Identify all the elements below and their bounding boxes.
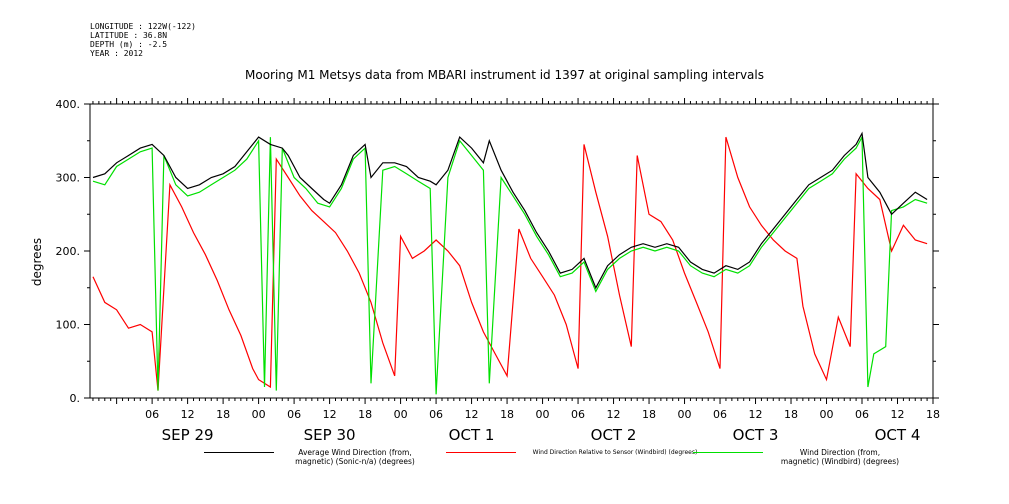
x-hour-label: 00 <box>536 408 550 421</box>
plot-frame <box>89 103 934 399</box>
x-hour-label: 18 <box>784 408 798 421</box>
y-tick-label: 200. <box>56 245 81 258</box>
x-hour-label: 12 <box>181 408 195 421</box>
x-hour-label: 06 <box>145 408 159 421</box>
series-line-relative <box>92 136 928 391</box>
x-day-label: SEP 30 <box>304 426 356 444</box>
series-line-average <box>92 131 928 290</box>
x-hour-label: 06 <box>429 408 443 421</box>
depth-label: DEPTH (m) : -2.5 <box>90 40 168 49</box>
x-hour-label: 06 <box>713 408 727 421</box>
x-hour-label: 00 <box>820 408 834 421</box>
x-day-label: OCT 4 <box>875 426 921 444</box>
legend-swatch-windbird <box>693 452 763 453</box>
x-hour-label: 06 <box>855 408 869 421</box>
legend-label-windbird: Wind Direction (from, magnetic) (Windbir… <box>780 448 900 466</box>
legend-label-relative: Wind Direction Relative to Sensor (Windb… <box>532 449 698 456</box>
legend-swatch-relative <box>446 452 516 453</box>
x-hour-label: 12 <box>323 408 337 421</box>
y-axis-label: degrees <box>30 237 44 287</box>
x-hour-label: 18 <box>216 408 230 421</box>
legend-label-average: Average Wind Direction (from, magnetic) … <box>295 448 415 466</box>
x-hour-label: 18 <box>926 408 940 421</box>
x-hour-label: 00 <box>252 408 266 421</box>
x-hour-label: 12 <box>465 408 479 421</box>
y-tick-label: 300. <box>56 172 81 185</box>
y-tick-label: 100. <box>56 319 81 332</box>
y-tick-label: 0. <box>70 392 81 405</box>
x-hour-label: 12 <box>607 408 621 421</box>
x-hour-label: 06 <box>571 408 585 421</box>
x-hour-label: 18 <box>358 408 372 421</box>
longitude-label: LONGITUDE : 122W(-122) <box>90 22 196 31</box>
x-hour-label: 00 <box>678 408 692 421</box>
x-day-label: OCT 3 <box>733 426 779 444</box>
x-hour-label: 12 <box>749 408 763 421</box>
x-hour-label: 18 <box>642 408 656 421</box>
series-line-windbird <box>92 134 928 395</box>
x-day-label: OCT 2 <box>591 426 637 444</box>
x-day-label: SEP 29 <box>162 426 214 444</box>
x-day-label: OCT 1 <box>449 426 495 444</box>
y-tick-label: 400. <box>56 98 81 111</box>
x-hour-label: 06 <box>287 408 301 421</box>
year-label: YEAR : 2012 <box>90 49 143 58</box>
x-hour-label: 12 <box>891 408 905 421</box>
x-hour-label: 18 <box>500 408 514 421</box>
latitude-label: LATITUDE : 36.8N <box>90 31 168 40</box>
legend-swatch-average <box>204 452 274 453</box>
chart-title: Mooring M1 Metsys data from MBARI instru… <box>245 68 764 82</box>
x-hour-label: 00 <box>394 408 408 421</box>
